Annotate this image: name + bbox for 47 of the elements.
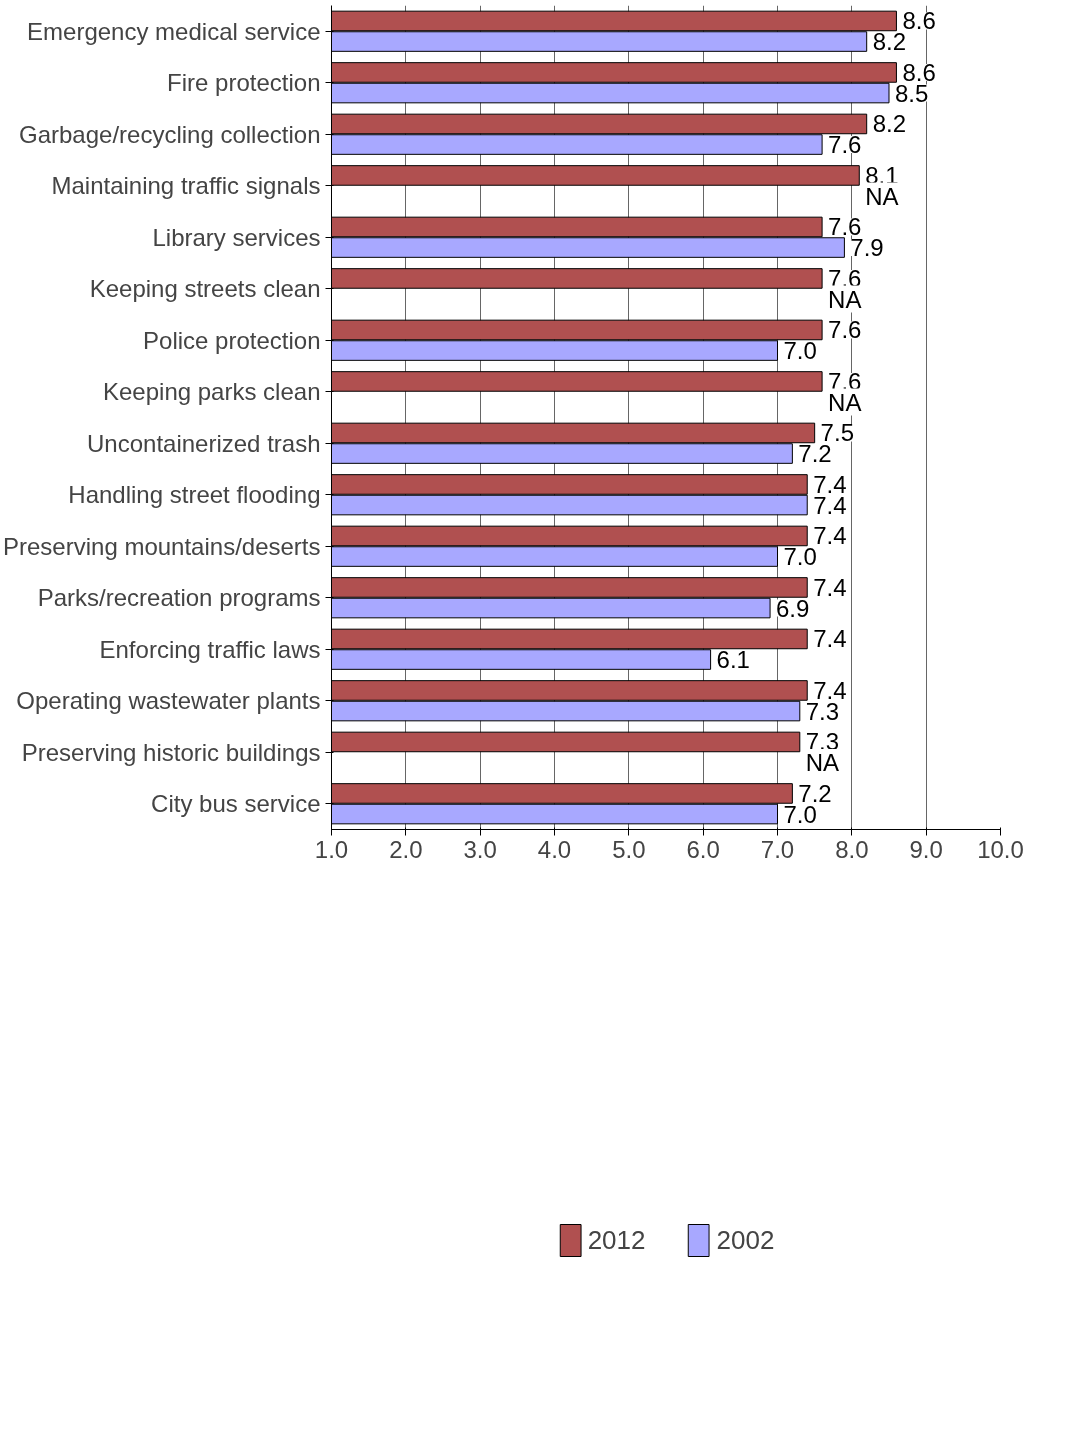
y-tick-label: Emergency medical service: [27, 17, 321, 45]
text: NA: [828, 285, 862, 313]
data-label: 7.4: [813, 625, 847, 653]
data-label: 7.2: [798, 779, 832, 807]
data-label: 7.6: [828, 316, 862, 344]
text: NA: [865, 182, 899, 210]
x-tick-label: 10.0: [977, 835, 1024, 863]
x-tick-label: 7.0: [760, 835, 795, 863]
y-tick-label: Garbage/recycling collection: [19, 120, 321, 148]
x-tick-label: 3.0: [463, 835, 497, 863]
x-tick-label: 9.0: [909, 835, 943, 863]
data-label: 7.4: [813, 573, 847, 601]
data-label: 7.4: [813, 470, 847, 498]
data-label: 7.9: [850, 234, 884, 262]
data-label: 8.6: [902, 58, 936, 86]
data-label: 8.2: [872, 110, 907, 138]
y-tick-label: Fire protection: [167, 69, 321, 97]
y-tick-label: Parks/recreation programs: [37, 584, 321, 612]
text: NA: [805, 749, 840, 777]
x-tick-label: 2.0: [389, 835, 423, 863]
y-tick-label: Keeping streets clean: [89, 275, 321, 303]
x-tick-label: 8.0: [835, 835, 869, 863]
y-tick-label: Keeping parks clean: [103, 378, 321, 406]
y-tick-label: Library services: [152, 223, 321, 251]
data-label: 7.6: [828, 131, 862, 159]
y-tick-label: Maintaining traffic signals: [51, 172, 321, 200]
y-tick-label: Enforcing traffic laws: [99, 635, 321, 663]
data-label: 7.2: [798, 440, 832, 468]
text: NA: [828, 388, 862, 416]
y-tick-label: Police protection: [143, 326, 321, 354]
x-tick-label: 1.0: [314, 835, 349, 863]
x-tick-label: 6.0: [686, 835, 720, 863]
y-tick-label: Preserving historic buildings: [21, 738, 321, 766]
y-tick-label: Preserving mountains/deserts: [3, 532, 321, 560]
y-tick-label: City bus service: [151, 790, 321, 818]
x-tick-label: 5.0: [612, 835, 646, 863]
data-label: 7.0: [783, 337, 817, 365]
x-tick-label: 4.0: [537, 835, 572, 863]
data-label: 6.9: [776, 594, 810, 622]
data-label: 6.1: [716, 646, 750, 674]
data-label: 8.2: [872, 28, 907, 56]
y-tick-label: Operating wastewater plants: [16, 687, 321, 715]
y-tick-label: Handling street flooding: [68, 481, 321, 509]
legend-label: 2012: [587, 1224, 646, 1256]
data-label: 7.4: [813, 676, 847, 704]
legend-label: 2002: [716, 1224, 775, 1256]
y-tick-label: Uncontainerized trash: [87, 429, 321, 457]
